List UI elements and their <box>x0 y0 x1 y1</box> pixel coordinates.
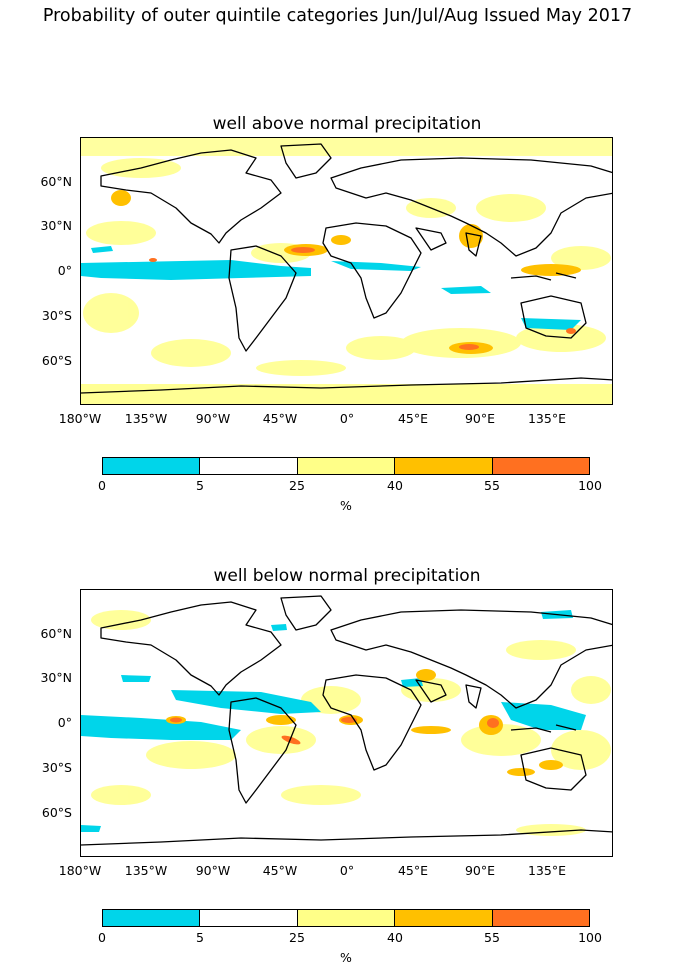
colorbar-seg-0-5 <box>103 910 201 926</box>
panel-title-above: well above normal precipitation <box>212 114 482 134</box>
map-above-normal <box>80 137 613 405</box>
cb-tick-5: 5 <box>196 478 204 493</box>
lon-label-0-2: 0° <box>339 863 355 878</box>
lon-label-180w: 180°W <box>58 411 102 426</box>
lon-label-135e: 135°E <box>527 411 566 426</box>
colorbar-seg-5-25 <box>200 458 298 474</box>
colorbar-above <box>102 457 590 475</box>
lat-label-30n-2: 30°N <box>40 670 72 685</box>
cb-tick-40-2: 40 <box>387 930 403 945</box>
lon-label-45e-2: 45°E <box>397 863 429 878</box>
lat-label-eq: 0° <box>57 263 72 278</box>
lon-label-0: 0° <box>339 411 355 426</box>
colorbar-below <box>102 909 590 927</box>
map-below-normal <box>80 589 613 857</box>
colorbar-seg-40-55 <box>395 458 493 474</box>
lon-label-45e: 45°E <box>397 411 429 426</box>
lon-label-45w: 45°W <box>262 411 298 426</box>
colorbar-seg-0-5 <box>103 458 201 474</box>
lat-label-60n-2: 60°N <box>40 626 72 641</box>
lat-label-eq-2: 0° <box>57 715 72 730</box>
lon-label-135e-2: 135°E <box>527 863 566 878</box>
lon-label-180w-2: 180°W <box>58 863 102 878</box>
colorbar-seg-55-100 <box>492 910 590 926</box>
lon-label-90e: 90°E <box>464 411 496 426</box>
lon-label-135w-2: 135°W <box>124 863 168 878</box>
lat-label-60s: 60°S <box>41 353 72 368</box>
figure-title: Probability of outer quintile categories… <box>42 6 633 26</box>
lat-label-30s-2: 30°S <box>41 760 72 775</box>
lon-label-90e-2: 90°E <box>464 863 496 878</box>
colorbar-unit-label: % <box>340 498 352 513</box>
lat-label-60n: 60°N <box>40 174 72 189</box>
cb-tick-0: 0 <box>98 478 106 493</box>
cb-tick-25: 25 <box>289 478 305 493</box>
cb-tick-100-2: 100 <box>578 930 602 945</box>
lat-label-60s-2: 60°S <box>41 805 72 820</box>
cb-tick-55-2: 55 <box>484 930 500 945</box>
colorbar-seg-25-40 <box>297 910 396 926</box>
panel-title-below: well below normal precipitation <box>213 566 481 586</box>
lon-label-135w: 135°W <box>124 411 168 426</box>
cb-tick-25-2: 25 <box>289 930 305 945</box>
colorbar-seg-5-25 <box>200 910 298 926</box>
lon-label-45w-2: 45°W <box>262 863 298 878</box>
lon-label-90w-2: 90°W <box>195 863 231 878</box>
cb-tick-5-2: 5 <box>196 930 204 945</box>
lat-label-30n: 30°N <box>40 218 72 233</box>
cb-tick-55: 55 <box>484 478 500 493</box>
colorbar-unit-label-2: % <box>340 950 352 965</box>
colorbar-seg-40-55 <box>395 910 493 926</box>
colorbar-seg-55-100 <box>492 458 590 474</box>
lat-label-30s: 30°S <box>41 308 72 323</box>
cb-tick-40: 40 <box>387 478 403 493</box>
colorbar-seg-25-40 <box>297 458 396 474</box>
cb-tick-0-2: 0 <box>98 930 106 945</box>
cb-tick-100: 100 <box>578 478 602 493</box>
lon-label-90w: 90°W <box>195 411 231 426</box>
